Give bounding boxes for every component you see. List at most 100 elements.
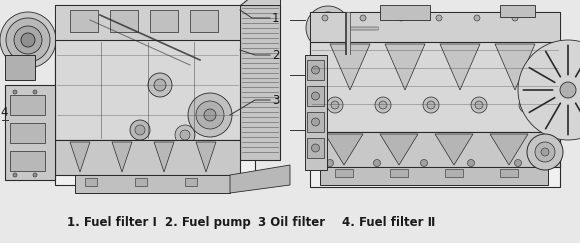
Text: 3 Oil filter: 3 Oil filter [258, 216, 325, 228]
FancyBboxPatch shape [310, 12, 560, 42]
FancyBboxPatch shape [85, 178, 97, 186]
Circle shape [420, 159, 427, 166]
Circle shape [311, 66, 320, 74]
Circle shape [311, 118, 320, 126]
Circle shape [423, 97, 439, 113]
FancyBboxPatch shape [445, 169, 463, 177]
FancyBboxPatch shape [310, 42, 560, 132]
FancyArrowPatch shape [530, 68, 554, 82]
Circle shape [374, 159, 380, 166]
Circle shape [311, 144, 320, 152]
FancyBboxPatch shape [75, 175, 230, 193]
Circle shape [6, 18, 50, 62]
Polygon shape [230, 165, 290, 193]
FancyBboxPatch shape [150, 10, 178, 32]
Text: 1. Fuel filter Ⅰ: 1. Fuel filter Ⅰ [67, 216, 157, 228]
Circle shape [312, 12, 344, 44]
Circle shape [471, 97, 487, 113]
Circle shape [180, 130, 190, 140]
Circle shape [188, 93, 232, 137]
FancyBboxPatch shape [310, 12, 560, 187]
Circle shape [175, 125, 195, 145]
Circle shape [518, 40, 580, 140]
Circle shape [514, 159, 521, 166]
FancyBboxPatch shape [110, 10, 138, 32]
FancyArrowPatch shape [575, 51, 580, 77]
FancyBboxPatch shape [305, 55, 327, 170]
Circle shape [475, 101, 483, 109]
Circle shape [379, 101, 387, 109]
FancyArrowPatch shape [530, 98, 554, 112]
FancyBboxPatch shape [135, 178, 147, 186]
FancyBboxPatch shape [390, 169, 408, 177]
FancyBboxPatch shape [70, 10, 98, 32]
Circle shape [130, 120, 150, 140]
Text: 1: 1 [272, 11, 280, 25]
Circle shape [519, 97, 535, 113]
Polygon shape [330, 44, 370, 90]
Polygon shape [435, 134, 473, 165]
Circle shape [523, 101, 531, 109]
Circle shape [311, 92, 320, 100]
FancyBboxPatch shape [307, 86, 324, 106]
Circle shape [427, 101, 435, 109]
Circle shape [204, 109, 216, 121]
Circle shape [13, 90, 17, 94]
Circle shape [436, 15, 442, 21]
FancyBboxPatch shape [310, 132, 560, 167]
Text: 2. Fuel pump: 2. Fuel pump [165, 216, 251, 228]
Circle shape [398, 15, 404, 21]
Circle shape [14, 26, 42, 54]
FancyBboxPatch shape [55, 5, 240, 40]
FancyBboxPatch shape [320, 167, 548, 185]
Polygon shape [440, 44, 480, 90]
Circle shape [527, 134, 563, 170]
Polygon shape [325, 134, 363, 165]
Circle shape [512, 15, 518, 21]
Circle shape [327, 97, 343, 113]
FancyArrowPatch shape [575, 103, 580, 129]
Polygon shape [240, 0, 280, 5]
Circle shape [535, 142, 555, 162]
Circle shape [148, 73, 172, 97]
FancyBboxPatch shape [55, 5, 255, 185]
FancyBboxPatch shape [5, 85, 55, 180]
Circle shape [560, 82, 576, 98]
FancyBboxPatch shape [5, 55, 35, 80]
Circle shape [33, 173, 37, 177]
Circle shape [21, 33, 35, 47]
FancyBboxPatch shape [307, 112, 324, 132]
Circle shape [196, 101, 224, 129]
Circle shape [360, 15, 366, 21]
Polygon shape [196, 142, 216, 172]
Circle shape [322, 15, 328, 21]
Polygon shape [490, 134, 528, 165]
FancyArrowPatch shape [546, 51, 560, 77]
FancyBboxPatch shape [10, 95, 45, 115]
Circle shape [331, 101, 339, 109]
FancyBboxPatch shape [10, 151, 45, 171]
Polygon shape [112, 142, 132, 172]
Polygon shape [70, 142, 90, 172]
FancyBboxPatch shape [307, 60, 324, 80]
Text: 2: 2 [272, 49, 280, 61]
Circle shape [0, 12, 56, 68]
Text: 4. Fuel filter Ⅱ: 4. Fuel filter Ⅱ [342, 216, 436, 228]
Circle shape [327, 159, 333, 166]
FancyBboxPatch shape [190, 10, 218, 32]
Text: 4: 4 [0, 105, 8, 119]
Polygon shape [495, 44, 535, 90]
Circle shape [135, 125, 145, 135]
FancyBboxPatch shape [10, 123, 45, 143]
Circle shape [306, 6, 350, 50]
Polygon shape [385, 44, 425, 90]
FancyBboxPatch shape [185, 178, 197, 186]
FancyBboxPatch shape [500, 5, 535, 17]
FancyBboxPatch shape [335, 169, 353, 177]
FancyBboxPatch shape [307, 138, 324, 158]
FancyBboxPatch shape [55, 40, 240, 140]
FancyBboxPatch shape [55, 140, 240, 175]
Text: 3: 3 [272, 94, 280, 106]
Polygon shape [154, 142, 174, 172]
Polygon shape [380, 134, 418, 165]
